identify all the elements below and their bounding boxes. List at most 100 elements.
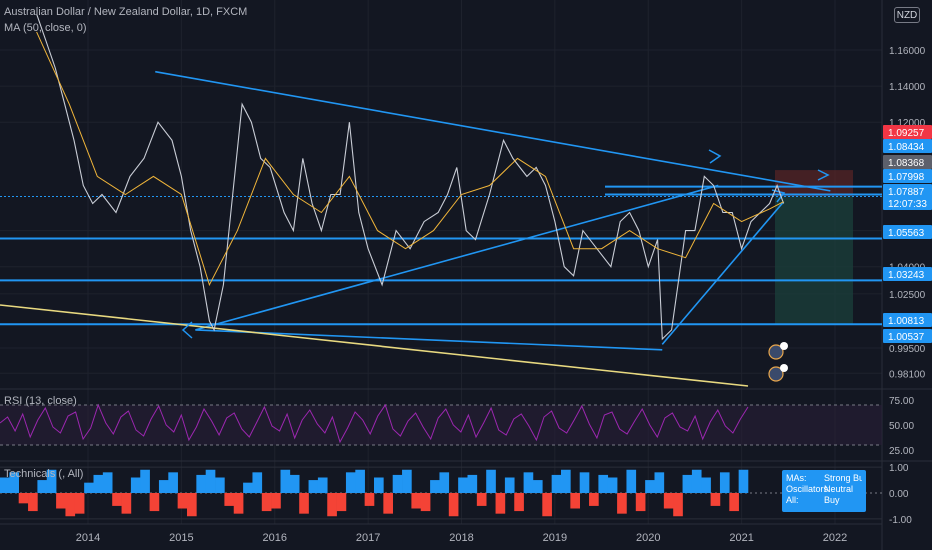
event-marker-icon xyxy=(768,344,784,360)
rsi-tick-label: 50.00 xyxy=(889,421,914,432)
position-zones xyxy=(775,170,853,325)
tech-bar xyxy=(542,493,552,517)
price-label-text: 1.07887 xyxy=(888,187,925,198)
arrowhead xyxy=(817,169,830,181)
price-tick-label: 1.02500 xyxy=(889,290,926,301)
tech-bar xyxy=(280,469,291,493)
tech-bar xyxy=(140,469,150,493)
currency-badge[interactable]: NZD xyxy=(894,7,920,23)
tech-bar xyxy=(738,469,749,493)
countdown-text: 12:07:33 xyxy=(888,199,927,210)
tech-bar xyxy=(476,493,487,506)
tech-bar xyxy=(205,469,216,493)
tech-bar xyxy=(710,493,721,506)
rsi-line xyxy=(0,403,749,444)
tech-bar xyxy=(46,469,57,493)
technicals-pane: 1.00 0.00 -1.00 xyxy=(0,463,912,526)
tech-bar xyxy=(486,469,496,493)
time-tick-label: 2017 xyxy=(356,532,380,544)
tech-bar xyxy=(626,469,637,493)
trendline xyxy=(0,304,749,387)
price-label-text: 1.00813 xyxy=(888,316,925,327)
summary-row-all: All: Buy xyxy=(786,495,840,505)
tech-bar xyxy=(607,477,618,493)
tech-tick-label: -1.00 xyxy=(889,515,912,526)
tech-bar xyxy=(682,474,693,493)
price-tick-label: 0.99500 xyxy=(889,344,926,355)
event-badge-icon xyxy=(780,342,788,350)
price-tick-label: 0.98100 xyxy=(889,369,926,380)
tech-bar xyxy=(495,493,506,514)
tech-bar xyxy=(532,480,543,493)
tech-bar xyxy=(364,493,375,506)
tech-bar xyxy=(177,493,188,509)
tech-bar xyxy=(74,493,85,514)
tech-bar xyxy=(327,493,337,517)
event-markers xyxy=(768,342,788,382)
tech-bar xyxy=(663,493,674,509)
tech-bar xyxy=(635,493,646,512)
tech-bar xyxy=(84,482,94,493)
event-marker-icon xyxy=(768,366,784,382)
tech-bar xyxy=(9,472,19,493)
trendline xyxy=(155,70,831,192)
tech-bar xyxy=(598,474,609,493)
rsi-band xyxy=(0,405,882,445)
tech-bar xyxy=(336,493,347,512)
tech-bar xyxy=(252,472,263,493)
tech-tick-label: 0.00 xyxy=(889,489,909,500)
price-label-tag xyxy=(883,225,932,239)
tech-bar xyxy=(149,493,160,512)
time-tick-label: 2014 xyxy=(76,532,100,544)
horizontal-levels xyxy=(0,185,882,326)
summary-row-oscillators: Oscillators:Neutral xyxy=(786,484,854,494)
time-axis: 2014 2015 2016 2017 2018 2019 2020 2021 2022 xyxy=(0,523,882,544)
tech-bar xyxy=(215,477,225,493)
tech-bar xyxy=(719,472,730,493)
price-label-tag xyxy=(883,125,932,139)
tech-bar xyxy=(729,493,739,512)
tech-bar xyxy=(102,472,113,493)
price-label-tag xyxy=(883,169,932,183)
rsi-pane: 75.00 50.00 25.00 xyxy=(0,396,914,457)
price-label-text: 1.09257 xyxy=(888,128,925,139)
tech-bar xyxy=(514,493,524,512)
ma-legend: MA (50, close, 0) xyxy=(4,22,87,34)
tech-bar xyxy=(317,477,328,493)
technicals-summary: MAs:Strong Buy Oscillators:Neutral All:B… xyxy=(782,470,866,512)
tech-bar xyxy=(673,493,683,517)
tech-bar xyxy=(467,474,478,493)
time-tick-label: 2020 xyxy=(636,532,660,544)
tech-bar xyxy=(392,474,403,493)
price-tick-label: 1.16000 xyxy=(889,46,926,57)
trendline xyxy=(195,329,663,351)
tech-bar xyxy=(383,493,393,514)
price-label-text: 1.07998 xyxy=(888,172,925,183)
tech-bar xyxy=(271,493,281,509)
tech-bar xyxy=(289,474,300,493)
tech-bar xyxy=(233,493,244,514)
rsi-tick-label: 75.00 xyxy=(889,396,914,407)
symbol-title: Australian Dollar / New Zealand Dollar, … xyxy=(4,6,248,18)
tech-bar xyxy=(121,493,132,514)
tech-bar xyxy=(430,480,440,493)
tech-bar xyxy=(224,493,235,506)
ma-line xyxy=(36,31,784,287)
tech-tick-label: 1.00 xyxy=(889,463,909,474)
tech-bar xyxy=(701,477,711,493)
tech-bar xyxy=(617,493,627,514)
tech-bar xyxy=(523,472,534,493)
tech-bar xyxy=(56,493,66,509)
arrowhead xyxy=(771,189,786,203)
price-axis: 1.160001.140001.120001.060001.040001.025… xyxy=(883,46,932,380)
tech-bar xyxy=(196,474,206,493)
tech-bar xyxy=(0,477,10,493)
price-tick-label: 1.14000 xyxy=(889,82,926,93)
tech-bar xyxy=(645,480,655,493)
rsi-legend: RSI (13, close) xyxy=(4,395,77,407)
tech-bar xyxy=(654,472,665,493)
tech-bar xyxy=(345,472,356,493)
tech-bar xyxy=(130,477,141,493)
price-label-tag xyxy=(883,155,932,169)
